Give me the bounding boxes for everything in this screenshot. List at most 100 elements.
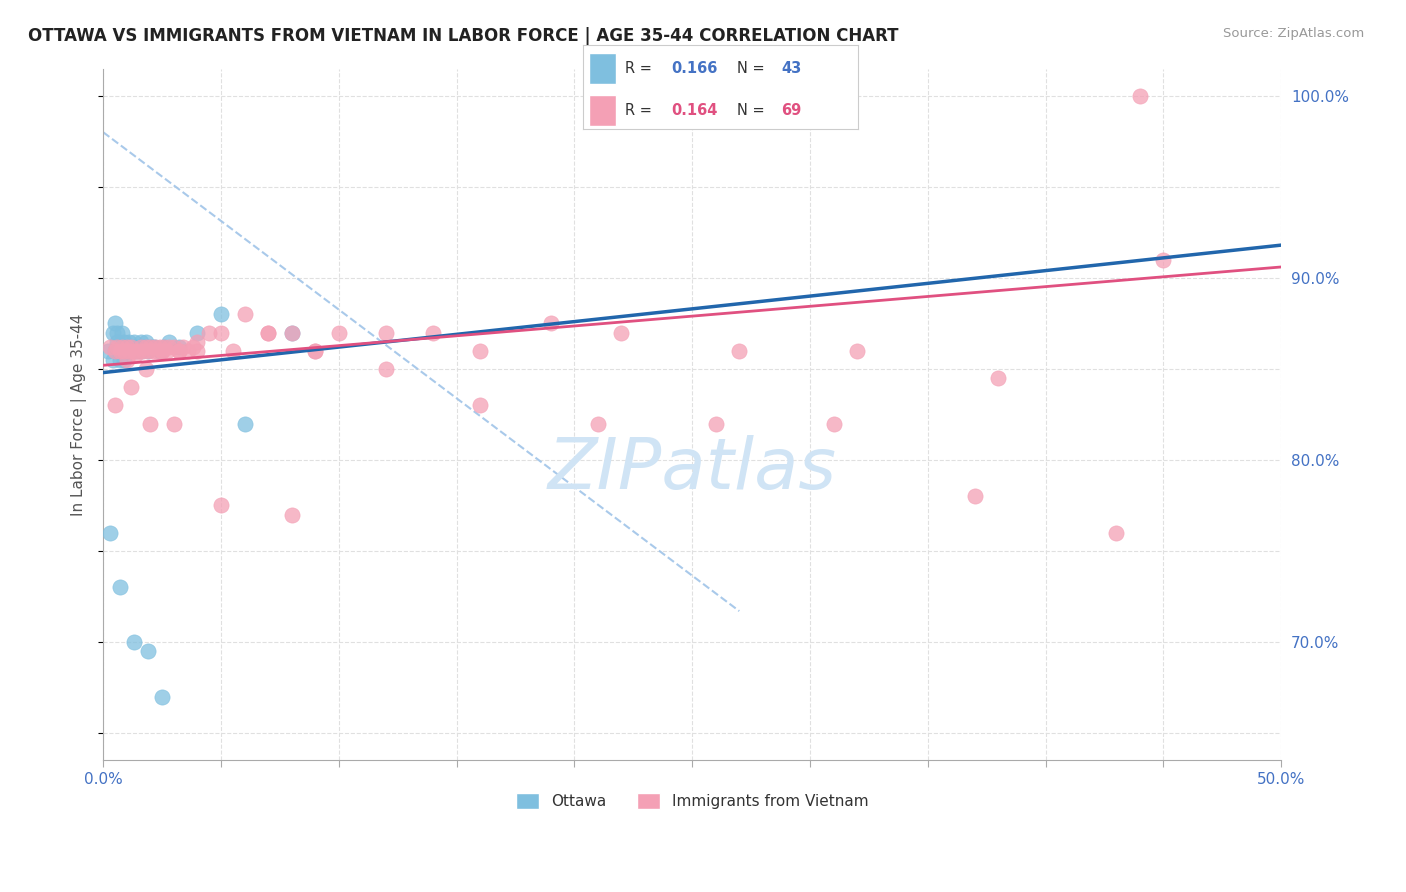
Point [846, 343, 869, 358]
Point [280, 326, 302, 340]
Text: 0.166: 0.166 [671, 61, 717, 76]
FancyBboxPatch shape [589, 95, 616, 126]
Point [156, 343, 179, 358]
Point [149, 343, 172, 358]
Point [233, 417, 256, 431]
Point [823, 417, 845, 431]
Point [128, 340, 150, 354]
Point [128, 343, 150, 358]
Point [115, 340, 138, 354]
Text: R =: R = [624, 103, 657, 119]
Point [142, 340, 165, 354]
Point [105, 340, 128, 354]
Text: Source: ZipAtlas.com: Source: ZipAtlas.com [1223, 27, 1364, 40]
Point [149, 340, 172, 354]
Point [328, 326, 350, 340]
Point [181, 340, 204, 354]
Point [129, 343, 152, 358]
Point [101, 352, 124, 367]
Point [139, 340, 162, 354]
Point [129, 340, 152, 354]
Point [540, 317, 562, 331]
Text: 69: 69 [780, 103, 801, 119]
Point [728, 343, 751, 358]
Point [143, 340, 166, 354]
Point [121, 340, 143, 354]
Point [157, 334, 180, 349]
Point [136, 343, 159, 358]
Point [118, 334, 141, 349]
Point [139, 417, 162, 431]
Point [105, 334, 128, 349]
Point [136, 644, 159, 658]
Point [374, 362, 396, 376]
Point [108, 343, 131, 358]
Point [104, 343, 127, 358]
Point [150, 343, 173, 358]
Point [118, 343, 141, 358]
Point [150, 343, 173, 358]
Point [163, 340, 186, 354]
Point [304, 343, 326, 358]
Point [586, 417, 609, 431]
Point [610, 326, 633, 340]
Point [1152, 252, 1174, 267]
FancyBboxPatch shape [589, 54, 616, 84]
Point [233, 307, 256, 321]
Point [209, 326, 232, 340]
Point [422, 326, 444, 340]
Point [186, 326, 208, 340]
Point [1129, 88, 1152, 103]
Text: OTTAWA VS IMMIGRANTS FROM VIETNAM IN LABOR FORCE | AGE 35-44 CORRELATION CHART: OTTAWA VS IMMIGRANTS FROM VIETNAM IN LAB… [28, 27, 898, 45]
Point [122, 334, 145, 349]
Y-axis label: In Labor Force | Age 35-44: In Labor Force | Age 35-44 [72, 313, 87, 516]
Point [139, 340, 162, 354]
Point [143, 340, 166, 354]
Legend: Ottawa, Immigrants from Vietnam: Ottawa, Immigrants from Vietnam [510, 787, 875, 815]
Point [112, 343, 135, 358]
Point [142, 343, 165, 358]
Point [186, 343, 208, 358]
Point [132, 343, 155, 358]
Point [987, 371, 1010, 385]
Point [963, 489, 986, 503]
Point [104, 343, 127, 358]
Point [108, 581, 131, 595]
Point [304, 343, 326, 358]
Point [222, 343, 245, 358]
Point [125, 343, 148, 358]
Point [122, 635, 145, 649]
Point [115, 343, 138, 358]
Point [98, 340, 121, 354]
Text: N =: N = [737, 61, 769, 76]
Point [105, 326, 128, 340]
Point [98, 525, 121, 540]
Point [150, 690, 173, 704]
Point [153, 340, 176, 354]
Point [101, 326, 124, 340]
Text: 43: 43 [780, 61, 801, 76]
Point [111, 326, 134, 340]
Point [135, 362, 157, 376]
Point [198, 326, 221, 340]
Point [167, 343, 190, 358]
Point [468, 343, 491, 358]
Point [172, 340, 194, 354]
Point [177, 343, 200, 358]
Point [280, 326, 302, 340]
Point [121, 343, 143, 358]
Point [112, 352, 135, 367]
Point [468, 398, 491, 412]
Point [157, 340, 180, 354]
Point [129, 334, 152, 349]
Point [112, 334, 135, 349]
Point [108, 343, 131, 358]
Point [135, 340, 157, 354]
Point [153, 340, 176, 354]
Point [132, 340, 155, 354]
Point [374, 326, 396, 340]
Point [104, 398, 127, 412]
Point [704, 417, 727, 431]
Point [121, 340, 143, 354]
Point [167, 340, 190, 354]
